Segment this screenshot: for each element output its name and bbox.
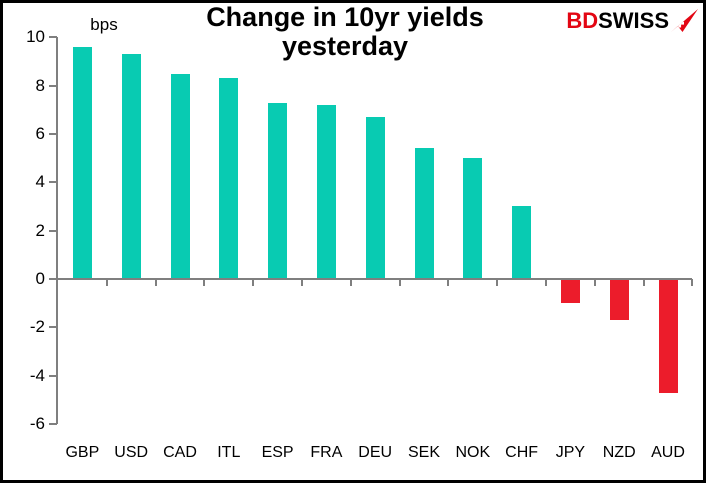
zero-line [58, 278, 693, 280]
x-axis-label-USD: USD [114, 444, 149, 461]
bar-CHF [512, 206, 532, 279]
y-axis-line [56, 37, 58, 425]
y-axis-tick [49, 374, 57, 377]
x-axis-tick [447, 279, 450, 286]
x-axis-label-SEK: SEK [407, 444, 440, 461]
x-axis-label-DEU: DEU [358, 444, 393, 461]
y-axis-label: 0 [35, 269, 45, 288]
x-axis-tick [691, 279, 694, 286]
x-axis-tick [545, 279, 547, 286]
y-axis-label: -4 [29, 365, 45, 385]
bar-JPY [560, 279, 580, 304]
bar-DEU [365, 117, 385, 279]
x-axis-label-ITL: ITL [217, 444, 241, 461]
chart-title-line1: Change in 10yr yields [206, 2, 484, 32]
y-axis-tick [49, 181, 57, 184]
bar-ESP [268, 102, 288, 279]
logo-arrow-up-right-swiss-cross-icon [671, 9, 698, 32]
bdswiss-logo: BD SWISS [566, 9, 698, 32]
logo-text-bd: BD [566, 7, 599, 33]
chart-title-line2: yesterday [281, 31, 409, 61]
bar-USD [121, 54, 141, 279]
bar-NZD [609, 279, 629, 321]
y-axis-tick [49, 326, 57, 329]
bar-FRA [316, 104, 336, 279]
y-axis-tick [49, 132, 57, 135]
y-axis-tick [49, 36, 57, 39]
x-axis-tick [593, 279, 596, 286]
x-axis-label-CHF: CHF [505, 444, 539, 461]
y-axis-tick [49, 278, 57, 280]
y-axis-label: -2 [29, 317, 45, 337]
y-axis-tick [49, 84, 57, 87]
y-axis-label: 6 [35, 123, 45, 143]
x-axis-tick [496, 279, 499, 286]
y-axis-label: -6 [29, 414, 45, 434]
x-axis-tick [105, 279, 108, 286]
x-axis-label-FRA: FRA [310, 444, 343, 461]
x-axis-label-GBP: GBP [65, 444, 100, 461]
x-axis-tick [642, 279, 645, 286]
y-axis-label: 10 [26, 27, 45, 47]
chart-title: Change in 10yr yields yesterday [150, 3, 540, 61]
x-axis-tick [301, 279, 303, 286]
bar-SEK [414, 148, 434, 279]
bar-CAD [170, 73, 190, 279]
x-axis-label-ESP: ESP [261, 444, 294, 461]
x-axis-label-JPY: JPY [555, 444, 586, 461]
x-axis-label-AUD: AUD [651, 444, 685, 461]
y-axis-label: 8 [35, 75, 45, 95]
y-axis-label: 2 [35, 220, 45, 240]
y-axis-tick [49, 229, 57, 232]
x-axis-tick [398, 279, 401, 286]
unit-label: bps [90, 15, 118, 34]
x-axis-label-CAD: CAD [163, 444, 197, 461]
x-axis-tick [349, 279, 352, 286]
y-axis-tick [49, 423, 57, 426]
x-axis-tick [154, 279, 157, 286]
bar-ITL [219, 78, 239, 279]
bar-GBP [72, 46, 92, 279]
logo-text-swiss: SWISS [598, 7, 669, 33]
bar-NOK [463, 158, 483, 279]
y-axis-label: 4 [35, 172, 45, 192]
x-axis-label-NZD: NZD [602, 444, 636, 461]
x-axis-tick [252, 279, 255, 286]
x-axis-label-NOK: NOK [455, 444, 491, 461]
bar-AUD [658, 279, 678, 393]
x-axis-tick [203, 279, 206, 286]
